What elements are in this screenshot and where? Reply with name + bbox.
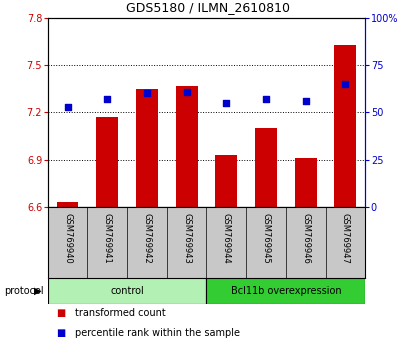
Text: GSM769945: GSM769945 <box>261 213 271 263</box>
Text: GSM769946: GSM769946 <box>301 213 310 264</box>
Text: GSM769942: GSM769942 <box>142 213 151 263</box>
Text: ■: ■ <box>56 328 65 338</box>
Point <box>104 96 110 102</box>
Text: GSM769944: GSM769944 <box>222 213 231 263</box>
Point <box>223 100 229 106</box>
Bar <box>96 117 118 207</box>
Text: GSM769947: GSM769947 <box>341 213 350 264</box>
Text: percentile rank within the sample: percentile rank within the sample <box>75 328 240 338</box>
Bar <box>207 278 365 304</box>
Bar <box>48 278 207 304</box>
Text: GDS5180 / ILMN_2610810: GDS5180 / ILMN_2610810 <box>125 1 290 14</box>
Text: ▶: ▶ <box>34 286 41 296</box>
Point <box>303 98 309 104</box>
Text: control: control <box>110 286 144 296</box>
Bar <box>57 202 78 207</box>
Point <box>263 96 269 102</box>
Bar <box>176 86 198 207</box>
Bar <box>295 158 317 207</box>
Point <box>183 89 190 95</box>
Bar <box>215 155 237 207</box>
Text: GSM769941: GSM769941 <box>103 213 112 263</box>
Point <box>64 104 71 109</box>
Point <box>342 81 349 87</box>
Text: transformed count: transformed count <box>75 308 166 318</box>
Text: protocol: protocol <box>4 286 44 296</box>
Text: GSM769940: GSM769940 <box>63 213 72 263</box>
Bar <box>136 89 158 207</box>
Point <box>144 91 150 96</box>
Bar <box>255 128 277 207</box>
Bar <box>334 45 356 207</box>
Text: GSM769943: GSM769943 <box>182 213 191 264</box>
Text: Bcl11b overexpression: Bcl11b overexpression <box>230 286 341 296</box>
Text: ■: ■ <box>56 308 65 318</box>
